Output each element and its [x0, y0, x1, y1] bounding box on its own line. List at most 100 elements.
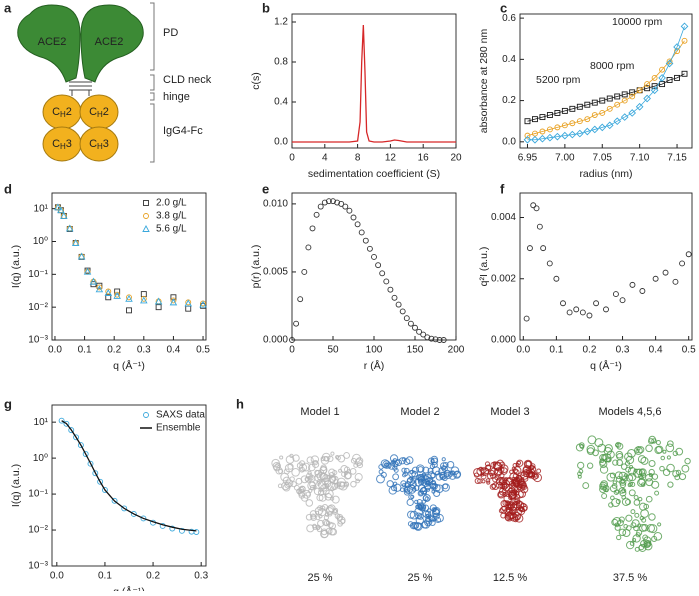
structure-atom [392, 473, 400, 481]
structure-atom [662, 468, 671, 477]
structure-atom [684, 457, 691, 465]
data-point [644, 85, 651, 92]
data-point [111, 497, 118, 504]
structure-atom [490, 467, 499, 476]
structure-atom [582, 482, 590, 490]
structure-atom [491, 483, 497, 489]
panel-label: b [262, 0, 270, 15]
structure-atom [623, 524, 628, 529]
structure-atom [643, 503, 650, 510]
data-point [89, 277, 98, 285]
structure-atom [601, 492, 608, 499]
structure-atom [651, 438, 657, 444]
data-point [586, 312, 593, 319]
data-point [538, 134, 547, 143]
structure-atom [509, 513, 518, 522]
data-point [584, 116, 591, 123]
structure-atom [447, 470, 454, 477]
structure-atom [504, 491, 511, 497]
structure-atom [432, 508, 437, 513]
structure-atom [331, 495, 340, 504]
fc-sub: H [97, 110, 103, 119]
structure-atom [624, 452, 633, 461]
series-line [292, 24, 456, 143]
data-point [305, 244, 312, 251]
data-point [126, 307, 132, 314]
structure-atom [305, 491, 311, 497]
structure-atom [618, 516, 625, 523]
structure-atom [586, 462, 594, 469]
structure-atom [343, 466, 351, 473]
structure-atom [310, 455, 320, 464]
data-point [57, 206, 65, 214]
structure-atom [422, 494, 431, 502]
bracket-label: PD [163, 27, 178, 39]
structure-atom [480, 473, 487, 480]
structure-atom [640, 509, 649, 518]
structure-atom [275, 462, 281, 469]
structure-atom [415, 516, 424, 525]
y-tick-label: 0.0 [502, 136, 516, 147]
structure-atom [327, 455, 334, 462]
data-point [523, 135, 532, 144]
structure-atom [423, 483, 431, 491]
data-point [58, 417, 65, 424]
structure-atom [309, 484, 316, 491]
data-point [321, 199, 328, 206]
structure-atom [619, 481, 627, 489]
x-tick-label: 6.95 [518, 153, 538, 164]
structure-atom [577, 471, 582, 477]
data-point [652, 275, 659, 282]
structure-atom [318, 493, 327, 502]
structure-atom [655, 440, 661, 446]
structure-atom [662, 449, 667, 454]
data-point [362, 237, 369, 244]
x-tick-label: 0 [289, 153, 295, 164]
fc-num: 3 [103, 138, 109, 150]
data-point [569, 105, 576, 112]
structure-atom [622, 528, 631, 538]
data-point [350, 214, 357, 221]
structure-atom [320, 528, 328, 536]
fc-num: 2 [66, 106, 72, 118]
structure-atom [297, 489, 306, 497]
legend-swatch [142, 225, 150, 232]
data-point [674, 74, 680, 81]
data-point [593, 300, 600, 307]
x-tick-label: 0.0 [48, 345, 62, 356]
panel-label: a [4, 0, 12, 15]
structure-atom [606, 450, 615, 459]
data-point [68, 427, 75, 434]
structure-atom [632, 538, 637, 543]
data-point [598, 123, 607, 132]
data-point [185, 305, 192, 312]
x-tick-label: 12 [385, 153, 397, 164]
data-point [140, 295, 147, 302]
structure-atom [331, 475, 337, 481]
structure-atom [629, 465, 634, 470]
structure-atom [312, 459, 319, 466]
domain-label: ACE2 [95, 36, 124, 48]
structure-atom [605, 456, 612, 463]
x-axis-title: r (Å) [364, 359, 384, 372]
data-point [83, 267, 92, 275]
y-tick-label: 10⁻¹ [28, 269, 48, 280]
structure-atom [309, 481, 317, 489]
structure-atom [600, 480, 609, 489]
structure-atom [406, 498, 414, 507]
data-point [395, 301, 402, 308]
structure-atom [337, 454, 346, 463]
data-point [301, 268, 308, 275]
data-point [599, 97, 606, 104]
structure-atom [614, 471, 623, 480]
data-point [346, 207, 353, 214]
structure-atom [301, 462, 311, 472]
data-point [629, 93, 636, 100]
data-point [531, 135, 539, 144]
data-point [77, 252, 86, 260]
data-point [297, 296, 304, 303]
data-point [539, 114, 546, 121]
structure-atom [409, 522, 418, 530]
fc-domain [79, 126, 119, 162]
